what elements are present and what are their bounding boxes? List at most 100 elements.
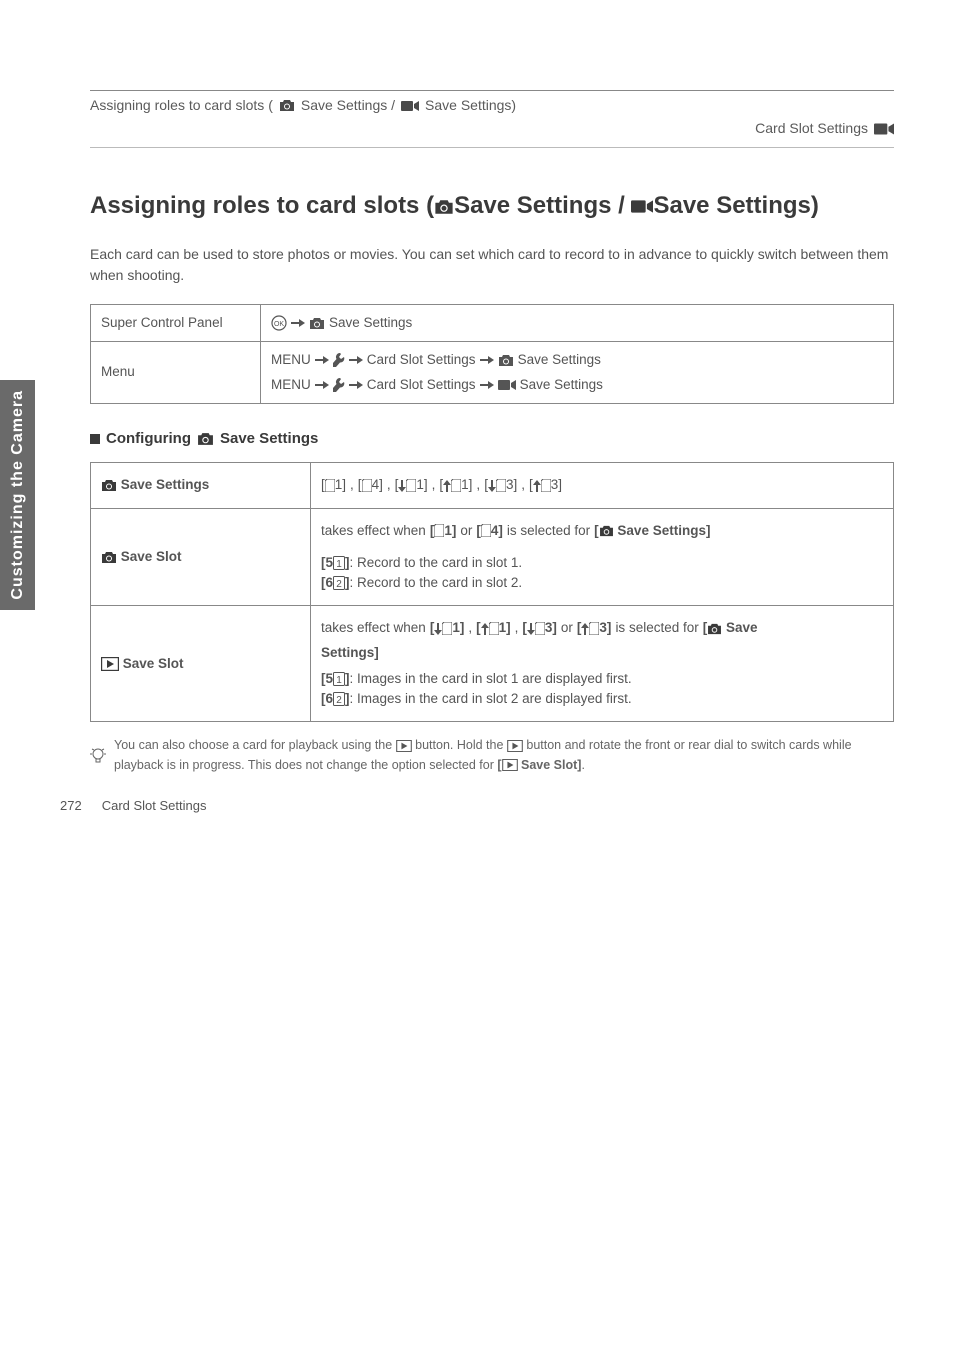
page-number: 272 bbox=[60, 796, 82, 816]
table-row: Menu MENU Card Slot Settings Save Settin… bbox=[91, 342, 894, 404]
row-text: Save Settings bbox=[329, 313, 412, 333]
slot1-icon: 1 bbox=[333, 672, 345, 686]
camera-icon bbox=[309, 317, 325, 330]
row-label: Save Slot bbox=[91, 508, 311, 606]
table-row: Super Control Panel OK Save Settings bbox=[91, 305, 894, 342]
side-tab-text: Customizing the Camera bbox=[6, 390, 30, 600]
camera-icon bbox=[101, 551, 117, 564]
note-txt: . bbox=[581, 758, 584, 772]
up-arrow-icon bbox=[581, 623, 589, 635]
note-txt: button. Hold the bbox=[415, 738, 507, 752]
intro-paragraph: Each card can be used to store photos or… bbox=[90, 244, 894, 286]
sd-icon bbox=[496, 479, 506, 492]
sd-icon bbox=[362, 479, 372, 492]
table-row: Save Settings [1], [4], [1], [1], [3], [… bbox=[91, 463, 894, 508]
camera-icon bbox=[197, 432, 214, 446]
arrow-icon bbox=[480, 355, 494, 365]
row-label: Save Slot bbox=[91, 606, 311, 722]
arrow-icon bbox=[291, 318, 305, 328]
up-arrow-icon bbox=[533, 480, 541, 492]
arrow-icon bbox=[349, 355, 363, 365]
section-title: Configuring Save Settings bbox=[90, 428, 894, 451]
movie-icon bbox=[874, 122, 894, 136]
camera-icon bbox=[434, 199, 454, 215]
menu-path-table: Super Control Panel OK Save Settings Men… bbox=[90, 304, 894, 404]
sd-icon bbox=[489, 622, 499, 635]
hdr-txt: Assigning roles to card slots ( bbox=[90, 95, 273, 116]
play-icon bbox=[502, 759, 518, 771]
title-c: Save Settings) bbox=[653, 192, 818, 219]
row-label: Super Control Panel bbox=[91, 305, 261, 342]
sd-icon bbox=[325, 479, 335, 492]
camera-icon bbox=[707, 623, 722, 635]
hint-note: You can also choose a card for playback … bbox=[90, 736, 894, 775]
sd-icon bbox=[589, 622, 599, 635]
movie-icon bbox=[401, 100, 419, 112]
slot2-icon: 2 bbox=[333, 692, 345, 706]
svg-text:2: 2 bbox=[336, 695, 342, 706]
header-sub: Card Slot Settings bbox=[90, 118, 894, 139]
row-value: MENU Card Slot Settings Save Settings ME… bbox=[261, 342, 894, 404]
lbl: Save Slot bbox=[123, 656, 184, 671]
txt: is selected for bbox=[615, 618, 698, 638]
sd-icon bbox=[535, 622, 545, 635]
wrench-icon bbox=[333, 378, 345, 392]
up-arrow-icon bbox=[443, 480, 451, 492]
row-desc: takes effect when [1], [1], [3] or [3] i… bbox=[311, 606, 894, 722]
movie-icon bbox=[498, 379, 516, 391]
table-row: Save Slot takes effect when [1] or [4] i… bbox=[91, 508, 894, 606]
note-txt: Save Slot] bbox=[518, 758, 582, 772]
down-arrow-icon bbox=[527, 623, 535, 635]
sd-icon bbox=[541, 479, 551, 492]
sd-icon bbox=[481, 524, 491, 537]
svg-text:1: 1 bbox=[336, 675, 342, 686]
row-value: OK Save Settings bbox=[261, 305, 894, 342]
footer: 272 Card Slot Settings bbox=[60, 796, 894, 816]
txt: Save bbox=[722, 620, 757, 635]
row-label: Menu bbox=[91, 342, 261, 404]
lbl: Save Slot bbox=[121, 549, 182, 564]
table-row: Save Slot takes effect when [1], [1], [3… bbox=[91, 606, 894, 722]
slot2-icon: 2 bbox=[333, 576, 345, 590]
svg-text:OK: OK bbox=[274, 321, 284, 328]
txt: takes effect when bbox=[321, 521, 426, 541]
txt: Save Settings] bbox=[614, 523, 711, 538]
play-icon bbox=[507, 740, 523, 752]
title-b: Save Settings / bbox=[454, 192, 631, 219]
title-a: Assigning roles to card slots ( bbox=[90, 192, 434, 219]
footer-chapter: Card Slot Settings bbox=[102, 796, 207, 816]
txt: Card Slot Settings bbox=[367, 375, 476, 395]
ok-icon: OK bbox=[271, 315, 287, 331]
note-txt: You can also choose a card for playback … bbox=[114, 738, 396, 752]
arrow-icon bbox=[315, 355, 329, 365]
slot1-icon: 1 bbox=[333, 556, 345, 570]
row-desc: takes effect when [1] or [4] is selected… bbox=[311, 508, 894, 606]
sect-txt-b: Save Settings bbox=[220, 428, 318, 451]
sd-icon bbox=[442, 622, 452, 635]
down-arrow-icon bbox=[434, 623, 442, 635]
txt: MENU bbox=[271, 375, 311, 395]
svg-text:2: 2 bbox=[336, 579, 342, 590]
arrow-icon bbox=[349, 380, 363, 390]
camera-icon bbox=[599, 525, 614, 537]
sd-icon bbox=[434, 524, 444, 537]
hint-icon bbox=[90, 736, 106, 775]
txt: or bbox=[561, 618, 573, 638]
txt: or bbox=[460, 521, 472, 541]
movie-icon bbox=[631, 199, 653, 214]
arrow-icon bbox=[315, 380, 329, 390]
header-breadcrumb: Assigning roles to card slots ( Save Set… bbox=[90, 95, 894, 116]
row-label: Save Settings bbox=[91, 463, 311, 508]
sd-icon bbox=[451, 479, 461, 492]
play-icon bbox=[101, 657, 119, 671]
txt: Settings] bbox=[321, 645, 379, 660]
down-arrow-icon bbox=[398, 480, 406, 492]
hdr-txt2: Save Settings / bbox=[301, 95, 395, 116]
camera-icon bbox=[101, 479, 117, 492]
sd-icon bbox=[406, 479, 416, 492]
arrow-icon bbox=[480, 380, 494, 390]
settings-table: Save Settings [1], [4], [1], [1], [3], [… bbox=[90, 462, 894, 722]
up-arrow-icon bbox=[481, 623, 489, 635]
svg-text:1: 1 bbox=[336, 559, 342, 570]
sect-txt-a: Configuring bbox=[106, 428, 191, 451]
